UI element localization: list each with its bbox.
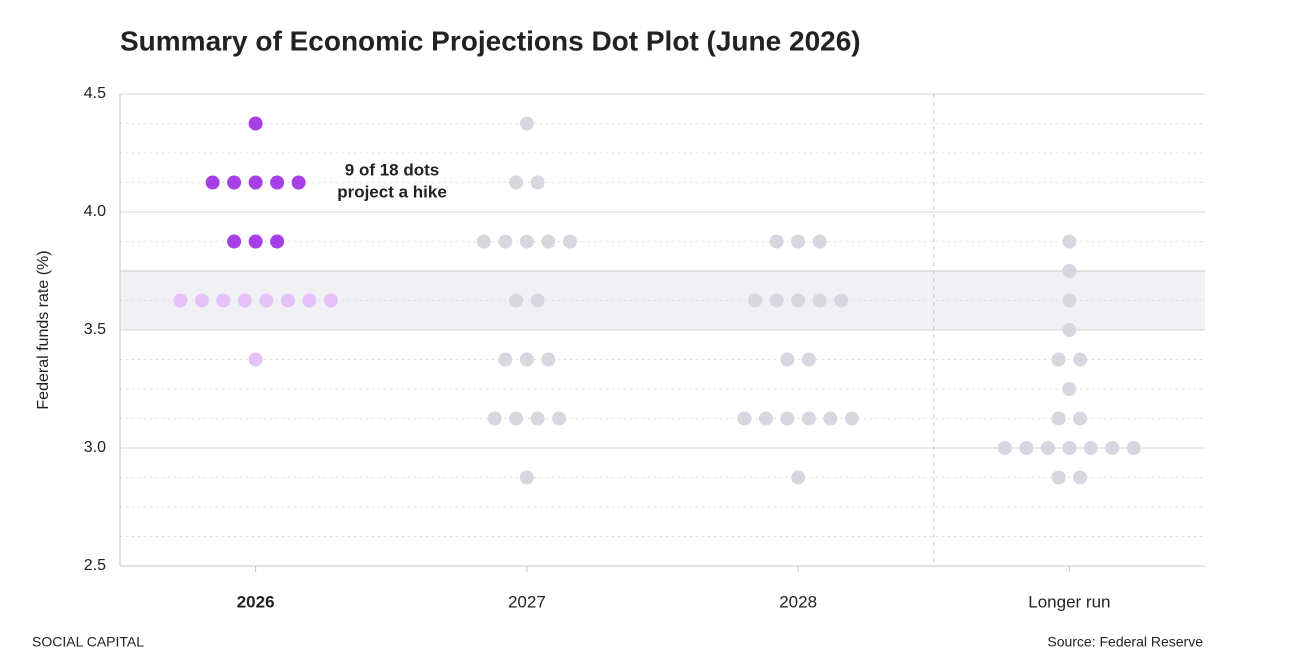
dot [1073, 352, 1088, 367]
dot [758, 411, 773, 426]
dot [237, 293, 252, 308]
footer: Source: Federal Reserve [1047, 634, 1203, 650]
dot [519, 116, 534, 131]
dot [791, 293, 806, 308]
dot [737, 411, 752, 426]
dot [1126, 441, 1141, 455]
dot [748, 293, 763, 308]
annotation: 9 of 18 dots [345, 160, 439, 179]
dot [1062, 264, 1077, 278]
dot [323, 293, 338, 308]
dot [248, 234, 263, 249]
x-tick-label: Longer run [1028, 592, 1110, 611]
dot [509, 411, 524, 426]
dot [997, 441, 1012, 455]
dot [509, 293, 524, 308]
x-tick-label: 2027 [508, 592, 546, 611]
dot [476, 234, 491, 249]
chart-title: Summary of Economic Projections Dot Plot… [120, 25, 861, 56]
dot [519, 352, 534, 367]
y-tick-label: 3.5 [84, 321, 106, 338]
y-tick-label: 4.0 [84, 203, 106, 220]
dot [270, 234, 285, 249]
dot [769, 234, 784, 249]
dot [519, 234, 534, 249]
dot [509, 175, 524, 190]
dot [1019, 441, 1034, 455]
dot [1062, 293, 1077, 308]
dot [205, 175, 220, 190]
dot [1062, 441, 1077, 455]
dot [248, 175, 263, 190]
dot [487, 411, 502, 426]
dot [834, 293, 849, 308]
dot [801, 411, 816, 426]
dot [1073, 411, 1088, 426]
dot [801, 352, 816, 367]
dot [173, 293, 188, 308]
dot [812, 234, 827, 249]
dot [791, 470, 806, 485]
footer: SOCIAL CAPITAL [32, 634, 144, 650]
dot [530, 293, 545, 308]
dot [769, 293, 784, 308]
annotation: project a hike [337, 182, 447, 201]
dot [270, 175, 285, 190]
dot [780, 411, 795, 426]
dot [259, 293, 274, 308]
y-tick-label: 4.5 [84, 85, 106, 102]
dot [1051, 470, 1066, 485]
dot [530, 175, 545, 190]
dot [1051, 411, 1066, 426]
dot [541, 352, 556, 367]
dot [812, 293, 827, 308]
y-tick-label: 2.5 [84, 557, 106, 574]
x-tick-label: 2028 [779, 592, 817, 611]
dot [562, 234, 577, 249]
dot [1083, 441, 1098, 455]
dot [302, 293, 317, 308]
dot [1073, 470, 1088, 485]
dot [498, 352, 513, 367]
x-tick-label: 2026 [237, 592, 275, 611]
dot [1051, 352, 1066, 367]
dot [248, 116, 263, 131]
y-tick-label: 3.0 [84, 439, 106, 456]
dot [823, 411, 838, 426]
y-axis-title: Federal funds rate (%) [35, 250, 52, 409]
dot [498, 234, 513, 249]
dot [248, 352, 263, 367]
dot [227, 234, 242, 249]
dot [1062, 234, 1077, 249]
dot [780, 352, 795, 367]
dot [1105, 441, 1120, 455]
dot [291, 175, 306, 190]
dot [280, 293, 295, 308]
dot [1062, 323, 1077, 337]
dot [541, 234, 556, 249]
dot [519, 470, 534, 485]
dot [216, 293, 231, 308]
dot [844, 411, 859, 426]
dot [552, 411, 567, 426]
dot [227, 175, 242, 190]
dot [791, 234, 806, 249]
dot [1040, 441, 1055, 455]
dot [1062, 382, 1077, 396]
dot [194, 293, 209, 308]
dot [530, 411, 545, 426]
